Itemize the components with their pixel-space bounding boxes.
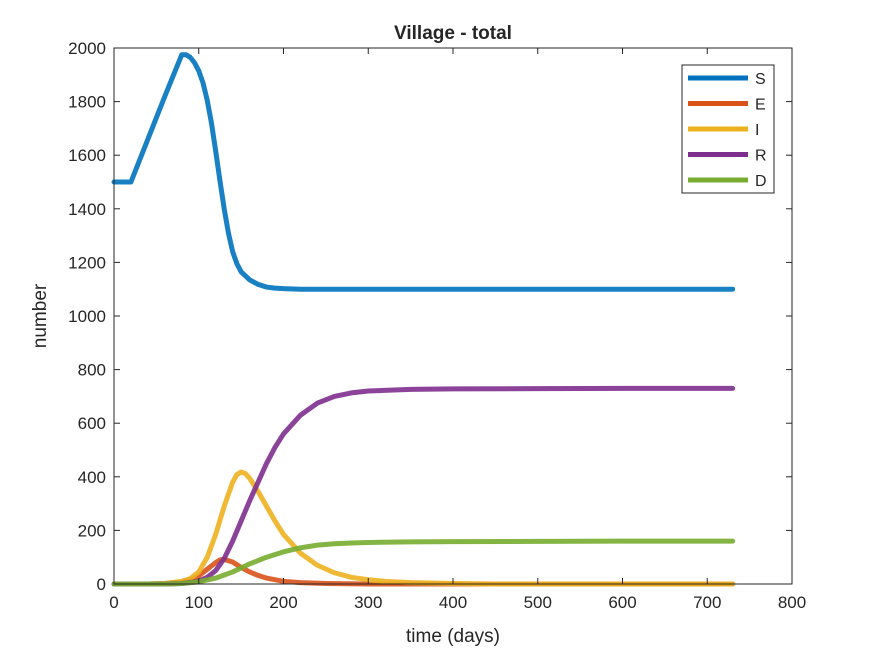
x-tick-label: 700 — [693, 593, 721, 612]
legend-label-R: R — [755, 148, 767, 165]
y-tick-label: 1400 — [68, 200, 106, 219]
y-tick-label: 400 — [78, 468, 106, 487]
series-line-D — [111, 538, 736, 587]
x-tick-label: 200 — [269, 593, 297, 612]
legend-label-D: D — [755, 173, 767, 190]
y-tick-label: 1800 — [68, 93, 106, 112]
y-tick-label: 800 — [78, 361, 106, 380]
y-tick-label: 1600 — [68, 146, 106, 165]
x-tick-label: 600 — [608, 593, 636, 612]
ticks-layer: 0 100 200 300 400 500 600 700 800 0 200 400 600 800 10… — [68, 39, 806, 612]
y-tick-label: 1000 — [68, 307, 106, 326]
legend-label-E: E — [755, 97, 766, 114]
x-tick-label: 300 — [354, 593, 382, 612]
y-axis-label: number — [30, 283, 51, 348]
y-tick-label: 1200 — [68, 253, 106, 272]
chart-title: Village - total — [394, 23, 512, 44]
x-tick-label: 100 — [185, 593, 213, 612]
y-tick-label: 2000 — [68, 39, 106, 58]
x-axis-label: time (days) — [406, 626, 500, 647]
y-tick-label: 600 — [78, 414, 106, 433]
legend-label-S: S — [755, 71, 766, 88]
legend-label-I: I — [755, 122, 759, 139]
series-line-R — [111, 385, 736, 587]
x-tick-label: 800 — [778, 593, 806, 612]
y-tick-label: 0 — [97, 575, 106, 594]
x-tick-label: 400 — [439, 593, 467, 612]
x-tick-label: 500 — [524, 593, 552, 612]
series-line-S — [111, 52, 736, 292]
y-tick-label: 200 — [78, 521, 106, 540]
x-tick-label: 0 — [109, 593, 118, 612]
